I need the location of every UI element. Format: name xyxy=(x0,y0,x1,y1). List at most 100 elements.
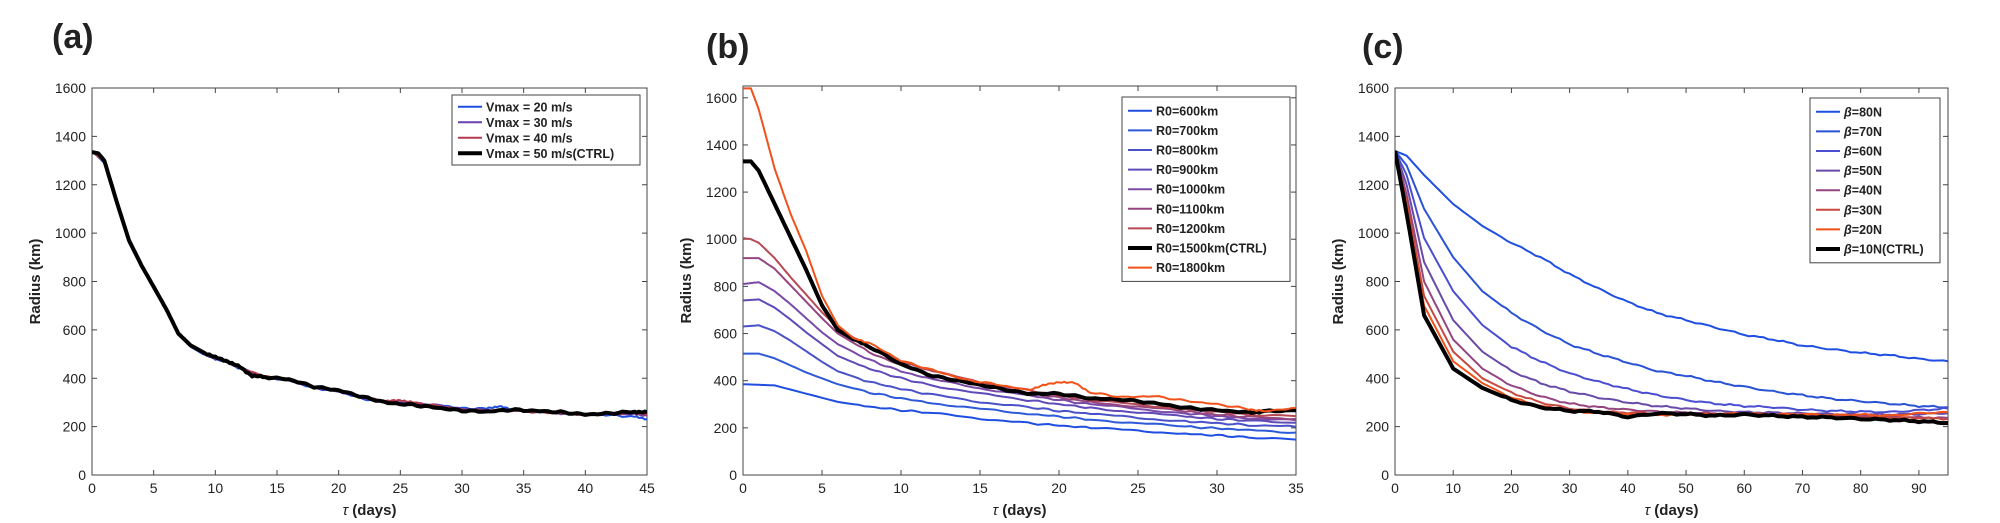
y-tick-label: 600 xyxy=(63,322,87,338)
x-tick-label: 35 xyxy=(1288,480,1304,496)
legend-entry: Vmax = 50 m/s(CTRL) xyxy=(486,147,614,161)
series-line xyxy=(743,159,1296,415)
y-tick-label: 1200 xyxy=(55,177,86,193)
x-tick-label: 60 xyxy=(1736,480,1752,496)
legend-entry-symbol: β xyxy=(1843,145,1852,159)
y-tick-label: 1600 xyxy=(1358,80,1389,96)
panel-b: (b) 0 5 10 15 20 25 30 35 0 200 400 600 800 1000 1200 14… xyxy=(678,28,1304,519)
x-tick-label: 35 xyxy=(516,480,532,496)
x-tick-label: 25 xyxy=(1130,480,1146,496)
legend-entry-symbol: β xyxy=(1843,223,1852,237)
x-tick-label: 30 xyxy=(1209,480,1225,496)
x-tick-label: 40 xyxy=(1620,480,1636,496)
legend-entry-symbol: β xyxy=(1843,125,1852,139)
legend-entry: R0=1500km(CTRL) xyxy=(1156,242,1267,256)
series-line xyxy=(743,87,1296,413)
series-line xyxy=(743,352,1296,434)
y-axis-title: Radius (km) xyxy=(1330,239,1347,325)
y-tick-label: 600 xyxy=(714,326,738,342)
x-axis-title: τ (days) xyxy=(343,502,397,519)
y-tick-label: 1400 xyxy=(1358,128,1389,144)
legend-entry: R0=700km xyxy=(1156,124,1218,138)
x-tick-label: 30 xyxy=(1562,480,1578,496)
x-axis-title-text: (days) xyxy=(348,502,396,519)
x-tick-label: 90 xyxy=(1911,480,1927,496)
x-tick-label: 5 xyxy=(818,480,826,496)
y-tick-label: 400 xyxy=(714,373,738,389)
panel-a: (a) 0 5 10 15 20 25 30 35 40 45 0 200 400 600 800 1000 12… xyxy=(27,18,655,519)
x-axis-title: τ (days) xyxy=(1645,502,1699,519)
series-group xyxy=(743,87,1296,441)
panel-label: (c) xyxy=(1362,28,1404,66)
legend-entry-label: =80N xyxy=(1852,105,1882,119)
legend-entry: R0=800km xyxy=(1156,144,1218,158)
legend-entry-symbol: β xyxy=(1843,243,1852,257)
legend-entry: β=40N xyxy=(1843,184,1882,198)
y-tick-label: 400 xyxy=(1366,370,1390,386)
x-axis-title-symbol: τ xyxy=(993,502,1000,519)
y-tick-label: 800 xyxy=(714,278,738,294)
legend-entry: β=80N xyxy=(1843,105,1882,119)
x-tick-label: 0 xyxy=(1391,480,1399,496)
y-tick-label: 1000 xyxy=(706,231,737,247)
y-tick-label: 800 xyxy=(1366,274,1390,290)
x-axis-title: τ (days) xyxy=(993,502,1047,519)
legend-entry: β=30N xyxy=(1843,203,1882,217)
y-axis-title: Radius (km) xyxy=(678,238,695,324)
x-axis-title-text: (days) xyxy=(1650,502,1698,519)
y-tick-label: 1000 xyxy=(55,225,86,241)
legend-entry: β=60N xyxy=(1843,145,1882,159)
legend-box xyxy=(1809,97,1941,264)
series-group xyxy=(1395,149,1948,426)
legend-entry: β=70N xyxy=(1843,125,1882,139)
legend-entry: R0=900km xyxy=(1156,163,1218,177)
x-tick-label: 40 xyxy=(578,480,594,496)
x-tick-label: 20 xyxy=(331,480,347,496)
x-tick-label: 45 xyxy=(639,480,655,496)
series-line xyxy=(743,281,1296,422)
legend-entry: R0=1800km xyxy=(1156,261,1225,275)
y-tick-label: 1400 xyxy=(706,137,737,153)
y-tick-label: 0 xyxy=(78,467,86,483)
legend-entry: R0=1100km xyxy=(1156,202,1224,216)
legend-entry: Vmax = 30 m/s xyxy=(486,116,573,130)
x-tick-label: 20 xyxy=(1504,480,1520,496)
series-line xyxy=(1395,150,1948,409)
y-tick-label: 200 xyxy=(63,419,87,435)
x-tick-label: 5 xyxy=(150,480,158,496)
y-tick-label: 1200 xyxy=(1358,177,1389,193)
y-tick-label: 1000 xyxy=(1358,225,1389,241)
legend-entry-symbol: β xyxy=(1843,105,1852,119)
x-axis-title-symbol: τ xyxy=(343,502,350,519)
legend-entry: β=20N xyxy=(1843,223,1882,237)
x-tick-label: 0 xyxy=(739,480,747,496)
legend-entry: R0=1200km xyxy=(1156,222,1225,236)
x-tick-label: 0 xyxy=(88,480,96,496)
x-tick-label: 10 xyxy=(893,480,909,496)
legend-entry-symbol: β xyxy=(1843,164,1852,178)
series-line xyxy=(1395,150,1948,417)
legend-entry-label: =50N xyxy=(1852,164,1882,178)
x-tick-label: 20 xyxy=(1051,480,1067,496)
legend-entry-symbol: β xyxy=(1843,184,1852,198)
x-tick-label: 25 xyxy=(393,480,409,496)
series-line xyxy=(92,150,647,417)
x-tick-label: 10 xyxy=(1445,480,1461,496)
series-line xyxy=(1395,149,1948,363)
panel-c: (c) 0 10 20 30 40 50 60 70 80 90 0 200 400 600 800 1000 1… xyxy=(1330,28,1949,519)
legend-entry-label: =40N xyxy=(1852,184,1882,198)
y-tick-label: 200 xyxy=(1366,419,1390,435)
legend-entry-label: =10N(CTRL) xyxy=(1852,243,1924,257)
x-axis-title-symbol: τ xyxy=(1645,502,1652,519)
y-tick-label: 800 xyxy=(63,274,87,290)
x-tick-label: 15 xyxy=(972,480,988,496)
legend-entry-symbol: β xyxy=(1843,203,1852,217)
legend-entry-label: =60N xyxy=(1852,145,1882,159)
legend-entry: β=10N(CTRL) xyxy=(1843,243,1924,257)
y-tick-label: 600 xyxy=(1366,322,1390,338)
legend-entry-label: =70N xyxy=(1852,125,1882,139)
y-axis-title: Radius (km) xyxy=(27,239,44,325)
legend-entry: β=50N xyxy=(1843,164,1882,178)
legend-entry: Vmax = 20 m/s xyxy=(486,100,573,114)
